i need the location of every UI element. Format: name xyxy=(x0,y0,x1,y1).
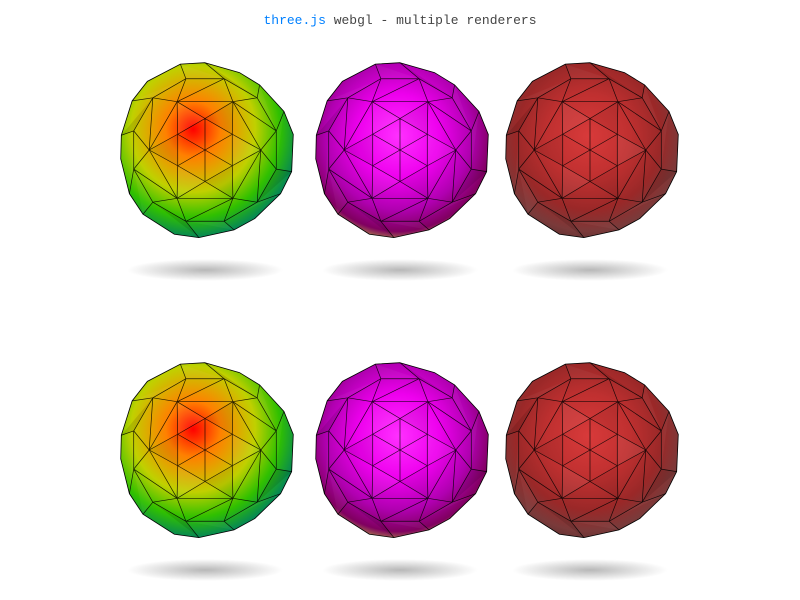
renderer-canvas xyxy=(120,62,679,281)
vertex-colored-icosahedron xyxy=(120,62,294,239)
renderer-top[interactable] xyxy=(0,0,800,300)
mesh-shadow xyxy=(512,259,668,281)
vertex-colored-icosahedron xyxy=(120,362,294,539)
info-text: webgl - multiple renderers xyxy=(325,13,537,28)
renderer-canvas xyxy=(120,362,679,581)
mesh-shadow xyxy=(322,259,478,281)
renderer-bottom[interactable] xyxy=(0,300,800,600)
mesh-shadow xyxy=(322,559,478,581)
threejs-link[interactable]: three.js xyxy=(263,13,326,28)
red-shaded-icosahedron xyxy=(505,62,679,239)
mesh-shadow xyxy=(512,559,668,581)
mesh-shadow xyxy=(127,259,283,281)
magenta-shaded-icosahedron xyxy=(315,62,489,239)
info-bar: three.js webgl - multiple renderers xyxy=(0,13,800,28)
red-shaded-icosahedron xyxy=(505,362,679,539)
magenta-shaded-icosahedron xyxy=(315,362,489,539)
mesh-shadow xyxy=(127,559,283,581)
